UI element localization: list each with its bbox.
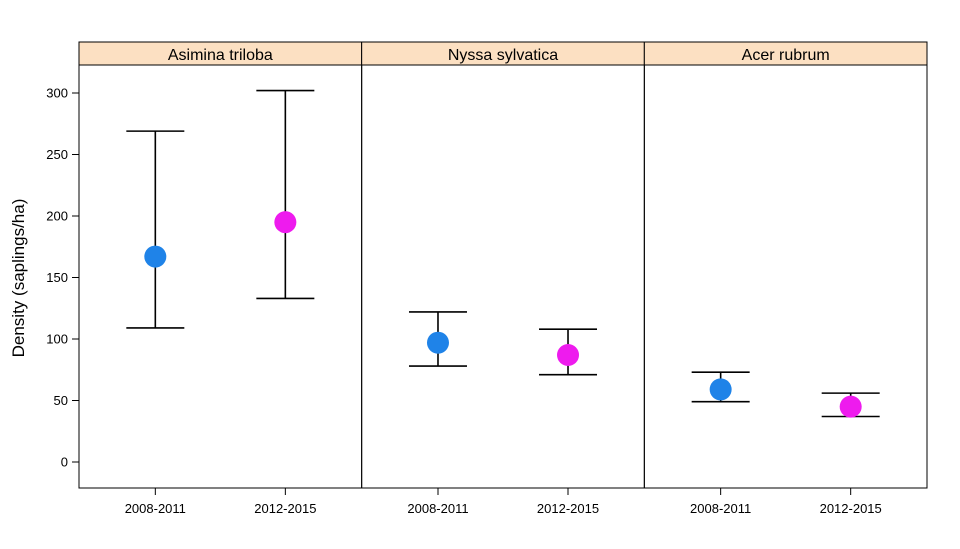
x-tick-label: 2012-2015 [254, 501, 316, 516]
panel-strip-label: Nyssa sylvatica [448, 47, 558, 64]
panel-strip-label: Asimina triloba [168, 47, 273, 64]
y-tick-label: 0 [61, 455, 68, 470]
y-axis: 0 50 100 150 200 250 300 [46, 86, 79, 470]
data-point [274, 211, 297, 234]
panel-frame [361, 64, 645, 489]
panel-frame [643, 64, 928, 489]
y-tick-label: 300 [46, 86, 68, 101]
data-point [426, 331, 449, 354]
panel-strip-label: Acer rubrum [742, 47, 830, 64]
data-point [557, 343, 580, 366]
data-point [144, 245, 167, 268]
y-tick-label: 250 [46, 147, 68, 162]
y-tick-label: 100 [46, 332, 68, 347]
x-tick-label: 2012-2015 [820, 501, 882, 516]
data-point [839, 395, 862, 418]
y-tick-label: 200 [46, 209, 68, 224]
x-tick-label: 2012-2015 [537, 501, 599, 516]
x-tick-label: 2008-2011 [125, 501, 186, 516]
x-tick-label: 2008-2011 [407, 501, 468, 516]
panel: Asimina triloba 2008-2011 2012-2015 [78, 41, 363, 516]
panel: Acer rubrum 2008-2011 2012-2015 [643, 41, 928, 516]
y-axis-label: Density (saplings/ha) [9, 199, 28, 358]
y-tick-label: 50 [54, 393, 68, 408]
data-point [709, 378, 732, 401]
y-tick-label: 150 [46, 270, 68, 285]
panel-frame [78, 64, 363, 489]
panel: Nyssa sylvatica 2008-2011 2012-2015 [361, 41, 645, 516]
x-tick-label: 2008-2011 [690, 501, 751, 516]
